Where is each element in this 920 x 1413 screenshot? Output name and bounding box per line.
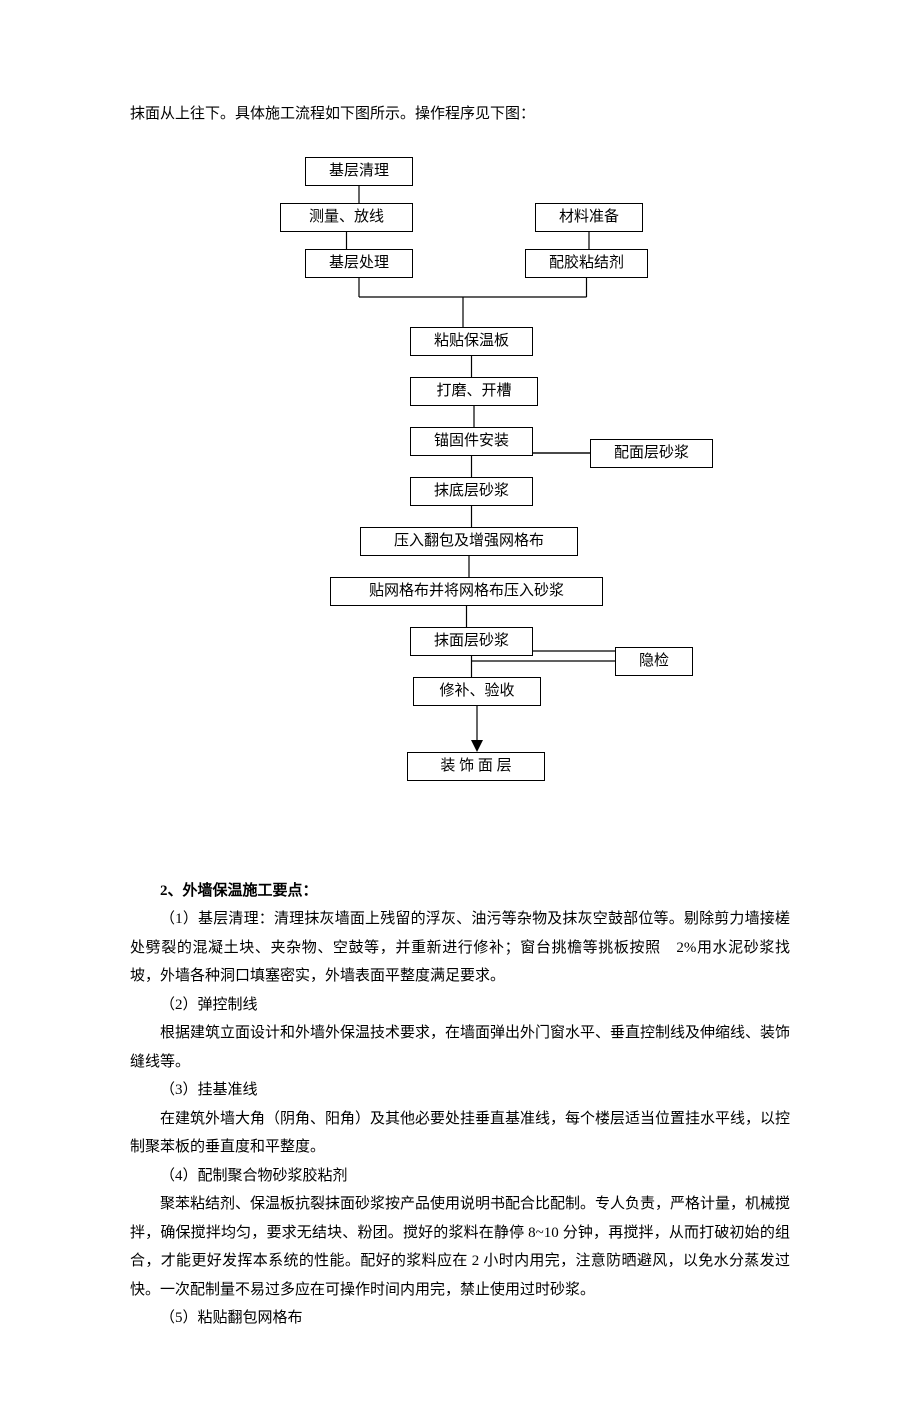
para-3-label: （3）挂基准线 xyxy=(130,1076,790,1105)
flow-node: 配胶粘结剂 xyxy=(525,249,648,278)
flow-node: 隐检 xyxy=(615,647,693,676)
para-5-label: （5）粘贴翻包网格布 xyxy=(130,1304,790,1333)
flow-node: 配面层砂浆 xyxy=(590,439,713,468)
flow-node: 测量、放线 xyxy=(280,203,413,232)
para-4-label: （4）配制聚合物砂浆胶粘剂 xyxy=(130,1162,790,1191)
flow-node: 材料准备 xyxy=(535,203,643,232)
document-page: 抹面从上往下。具体施工流程如下图所示。操作程序见下图： 基层清理测量、放线基层处… xyxy=(0,0,920,1413)
flow-node: 装 饰 面 层 xyxy=(407,752,545,781)
flow-node: 修补、验收 xyxy=(413,677,541,706)
para-4-text: 聚苯粘结剂、保温板抗裂抹面砂浆按产品使用说明书配合比配制。专人负责，严格计量，机… xyxy=(130,1190,790,1304)
para-2-label: （2）弹控制线 xyxy=(130,991,790,1020)
para-1: （1）基层清理：清理抹灰墙面上残留的浮灰、油污等杂物及抹灰空鼓部位等。剔除剪力墙… xyxy=(130,905,790,991)
flow-node: 锚固件安装 xyxy=(410,427,533,456)
para-2-text: 根据建筑立面设计和外墙外保温技术要求，在墙面弹出外门窗水平、垂直控制线及伸缩线、… xyxy=(130,1019,790,1076)
flowchart: 基层清理测量、放线基层处理 材料准备配胶粘结剂粘贴保温板打磨、开槽锚固件安装 配面层… xyxy=(195,157,725,837)
intro-text: 抹面从上往下。具体施工流程如下图所示。操作程序见下图： xyxy=(130,100,790,129)
flow-node: 压入翻包及增强网格布 xyxy=(360,527,578,556)
para-1-label: （1）基层清理： xyxy=(160,911,274,927)
flow-node: 抹底层砂浆 xyxy=(410,477,533,506)
para-3-text: 在建筑外墙大角（阴角、阳角）及其他必要处挂垂直基准线，每个楼层适当位置挂水平线，… xyxy=(130,1105,790,1162)
flow-node: 基层清理 xyxy=(305,157,413,186)
flow-node: 粘贴保温板 xyxy=(410,327,533,356)
flow-node: 贴网格布并将网格布压入砂浆 xyxy=(330,577,603,606)
flow-node: 打磨、开槽 xyxy=(410,377,538,406)
flow-node: 抹面层砂浆 xyxy=(410,627,533,656)
flow-node: 基层处理 xyxy=(305,249,413,278)
section-title: 2、外墙保温施工要点： xyxy=(130,877,790,906)
